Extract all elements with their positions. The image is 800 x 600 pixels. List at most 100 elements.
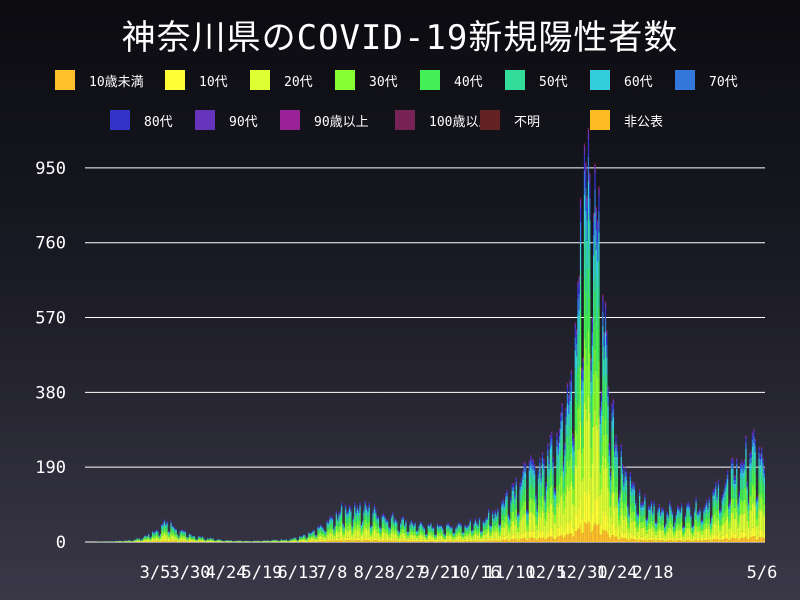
bar-segment [537,469,540,472]
bar-segment [425,534,427,535]
bar-segment [407,536,410,539]
bar-segment [379,527,381,529]
bar-segment [562,513,565,532]
bar-segment [589,176,591,184]
bar-segment [138,540,141,542]
bar-segment [161,524,163,525]
bar-segment [381,519,383,524]
bar-segment [396,540,398,542]
bar-segment [175,533,177,536]
bar-segment [329,522,331,526]
bar-segment [392,522,394,527]
bar-segment [428,539,431,542]
bar-segment [577,508,579,529]
bar-segment [413,530,415,534]
bar-segment [340,510,343,516]
bar-segment [163,539,166,541]
bar-segment [406,540,408,542]
bar-segment [402,517,404,520]
bar-segment [478,533,481,539]
bar-segment [340,504,343,508]
bar-segment [396,520,398,522]
bar-segment [410,521,412,523]
bar-segment [481,531,483,533]
bar-segment [203,539,205,540]
bar-segment [470,541,473,542]
bar-segment [518,531,520,539]
bar-segment [291,539,293,541]
bar-segment [428,535,431,540]
bar-segment [570,481,573,520]
bar-segment [489,535,491,540]
bar-segment [192,537,194,539]
bar-segment [537,471,540,475]
bar-segment [481,537,483,541]
bar-segment [180,535,183,538]
bar-segment [512,487,515,491]
bar-segment [169,541,171,542]
bar-segment [554,489,557,491]
bar-segment [414,534,416,540]
bar-segment [335,526,338,532]
bar-segment [159,534,162,536]
bar-segment [373,504,376,506]
bar-segment [373,522,376,529]
bar-segment [310,535,313,537]
bar-segment [325,541,327,542]
bar-segment [474,518,477,520]
bar-segment [390,532,393,539]
bar-segment [467,541,469,542]
bar-segment [561,420,563,432]
bar-segment [593,235,595,256]
bar-segment [153,534,155,536]
bar-segment [280,540,282,542]
bar-segment [392,512,394,513]
bar-segment [149,539,151,541]
bar-segment [361,540,364,542]
bar-segment [495,519,498,523]
bar-segment [381,517,383,520]
bar-segment [380,534,382,537]
bar-segment [200,538,202,539]
bar-segment [308,535,310,537]
bar-segment [494,530,496,538]
bar-segment [494,525,496,531]
bar-segment [512,483,515,485]
bar-segment [296,541,298,542]
bar-segment [419,522,422,524]
legend-item: 70代 [675,70,738,90]
bar-segment [547,444,549,447]
bar-segment [400,539,402,541]
bar-segment [562,477,565,489]
bar-segment [544,518,546,526]
bar-segment [184,541,187,542]
bar-segment [329,533,331,539]
bar-segment [536,507,538,509]
bar-segment [145,538,147,540]
bar-segment [326,520,328,522]
bar-segment [176,535,179,537]
bar-segment [145,536,147,537]
legend-swatch [165,70,185,90]
bar-segment [330,538,332,541]
bar-segment [557,536,559,542]
bar-segment [438,528,440,532]
bar-segment [327,521,330,523]
bar-segment [317,527,319,529]
bar-segment [553,491,555,495]
bar-segment [375,537,377,541]
bar-segment [352,540,355,542]
bar-segment [510,518,512,527]
bar-segment [488,508,490,510]
bar-segment [557,506,559,529]
bar-segment [373,540,376,542]
bar-segment [579,197,582,199]
bar-segment [498,527,500,531]
bar-segment [590,396,592,421]
bar-segment [386,534,389,540]
bar-segment [365,528,368,538]
bar-segment [331,533,334,539]
bar-segment [586,199,588,207]
bar-segment [581,389,583,404]
bar-segment [411,524,414,527]
